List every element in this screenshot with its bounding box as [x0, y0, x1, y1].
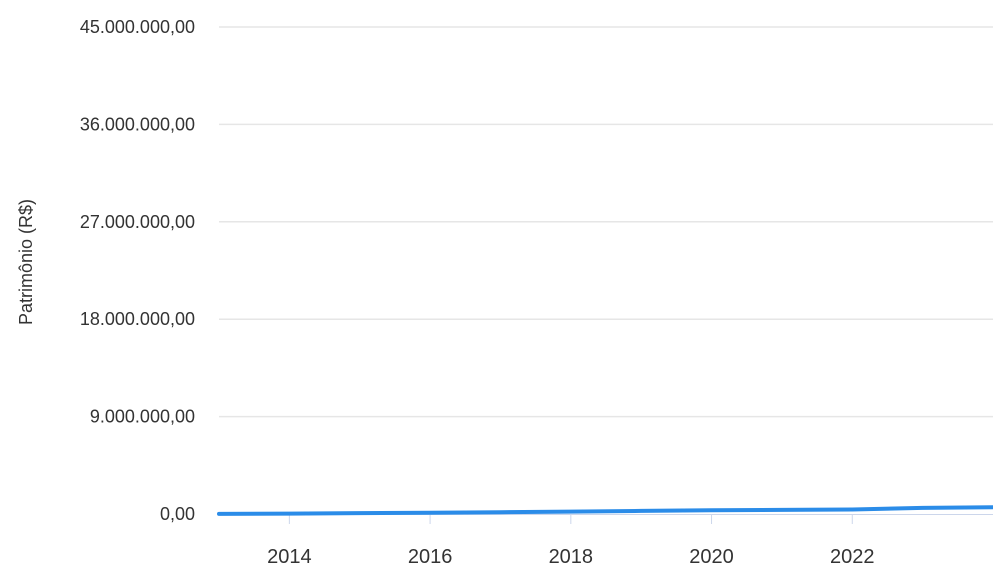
x-axis: 2014 2016 2018 2020 2022 — [219, 514, 993, 566]
y-axis-label: Patrimônio (R$) — [16, 199, 36, 325]
y-tick-label: 9.000.000,00 — [90, 407, 195, 427]
series-lines — [217, 505, 993, 516]
y-tick-label: 27.000.000,00 — [80, 212, 195, 232]
x-tick-label: 2020 — [689, 546, 734, 566]
grid-lines — [219, 26, 993, 418]
y-axis-ticks: 0,00 9.000.000,00 18.000.000,00 27.000.000,… — [80, 17, 195, 524]
series-line — [217, 505, 993, 516]
x-tick-label: 2014 — [267, 546, 312, 566]
x-tick-label: 2022 — [830, 546, 875, 566]
y-tick-label: 45.000.000,00 — [80, 17, 195, 37]
x-tick-label: 2018 — [549, 546, 594, 566]
y-tick-label: 0,00 — [160, 504, 195, 524]
y-tick-label: 36.000.000,00 — [80, 114, 195, 134]
y-tick-label: 18.000.000,00 — [80, 309, 195, 329]
x-tick-label: 2016 — [408, 546, 453, 566]
